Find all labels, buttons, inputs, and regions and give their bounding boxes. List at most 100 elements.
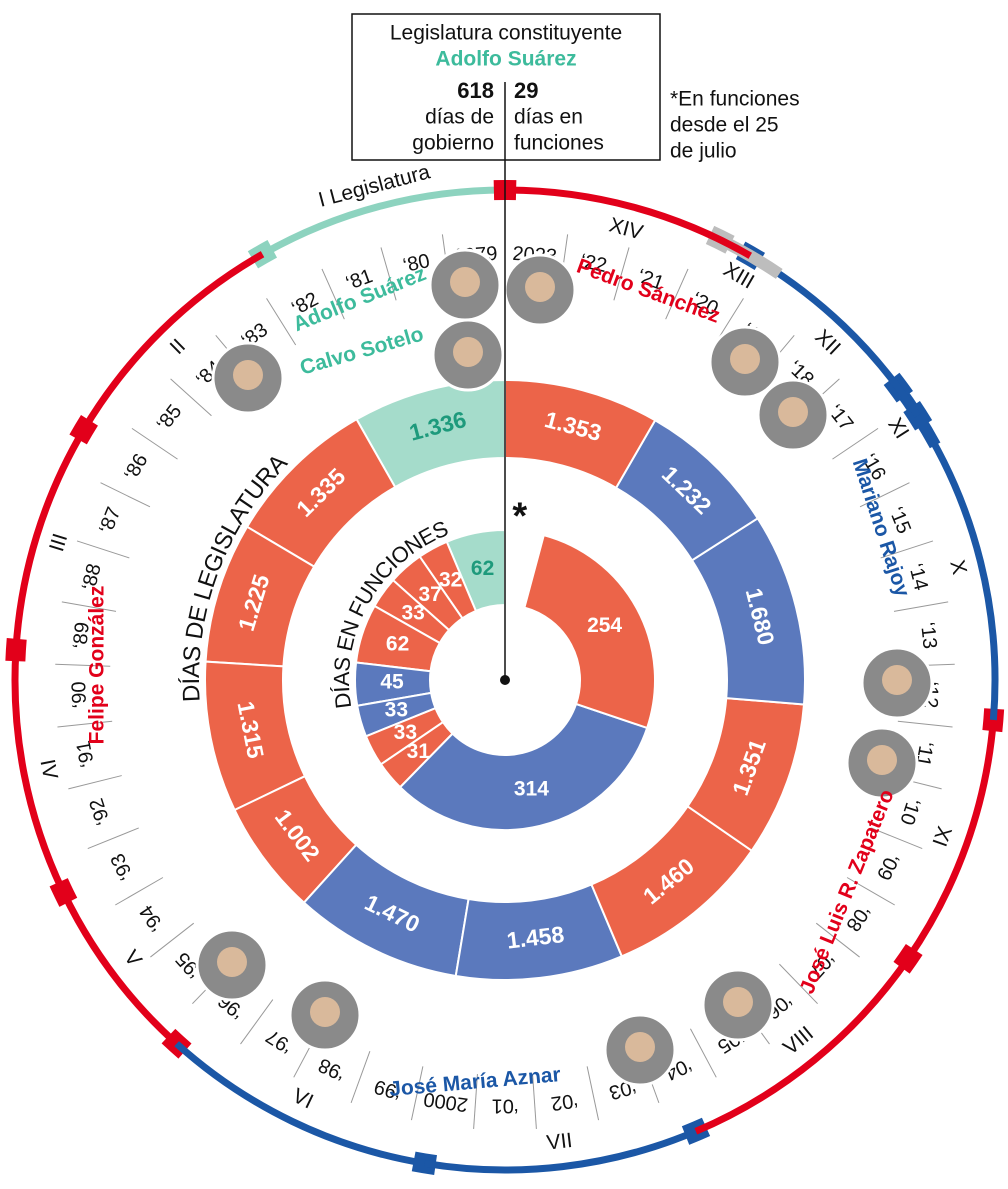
legislature-frame	[694, 956, 911, 1135]
note: de julio	[670, 140, 737, 163]
funciones-segment	[354, 661, 433, 707]
pointer-dot	[500, 675, 510, 685]
legislature-frame	[504, 186, 753, 259]
leader-photo-face	[882, 665, 912, 695]
year-label: ‘97	[262, 1025, 296, 1058]
year-separator	[170, 378, 212, 417]
leader-photo-face	[867, 745, 897, 775]
year-label: ‘10	[895, 795, 924, 827]
gov-text: días de	[425, 106, 494, 129]
year-label: ‘09	[872, 850, 903, 884]
legislature-label: X	[945, 558, 971, 577]
legislature-label: VII	[545, 1129, 573, 1155]
func-days: 29	[514, 78, 538, 103]
days-segment	[614, 418, 760, 562]
year-separator	[150, 922, 195, 958]
legislature-label: II	[166, 335, 190, 360]
note: desde el 25	[670, 114, 779, 137]
legislature-label: IX	[929, 823, 957, 849]
year-separator	[871, 827, 923, 850]
funciones-label: 37	[418, 583, 441, 606]
days-segment	[204, 660, 307, 812]
legislature-label: IV	[35, 757, 61, 781]
box-leader: Adolfo Suárez	[435, 48, 576, 71]
legislature-frame	[80, 251, 265, 432]
funciones-segment	[373, 578, 451, 645]
legislature-label: VIII	[779, 1022, 818, 1060]
funciones-label: 62	[386, 632, 409, 655]
func-text: días en	[514, 106, 583, 129]
year-separator	[240, 999, 274, 1045]
funciones-label: 62	[471, 557, 494, 580]
legislature-frame	[174, 1041, 426, 1167]
year-separator	[61, 601, 117, 612]
funciones-label: 33	[385, 699, 408, 722]
year-separator	[815, 922, 860, 958]
title-box	[351, 13, 661, 161]
year-separator	[115, 877, 164, 906]
funciones-segment	[364, 706, 445, 766]
days-segment	[690, 516, 806, 706]
legislature-frame	[60, 890, 179, 1047]
legislature-frame	[905, 719, 997, 961]
legislature-frame	[260, 186, 506, 258]
year-separator	[779, 963, 818, 1005]
year-separator	[665, 268, 689, 320]
year-separator	[897, 720, 953, 728]
days-segment	[504, 378, 657, 490]
funciones-label: 33	[394, 721, 417, 744]
year-label: ‘02	[549, 1089, 579, 1115]
year-label: ‘91	[73, 739, 99, 769]
funciones-segment	[391, 555, 464, 632]
year-separator	[55, 663, 111, 667]
year-separator	[613, 247, 630, 301]
legislature-frame	[11, 649, 67, 894]
days-segment	[454, 883, 624, 981]
funciones-label: 314	[514, 777, 549, 800]
leader-photo-face	[310, 997, 340, 1027]
leader-name: Felipe González	[86, 586, 109, 745]
year-separator	[76, 540, 130, 559]
year-separator	[586, 1066, 600, 1121]
year-label: ‘87	[95, 504, 125, 537]
leader-photo-face	[450, 267, 480, 297]
year-separator	[321, 268, 345, 320]
year-label: ‘13	[916, 621, 941, 650]
year-label: ‘94	[135, 901, 168, 935]
days-segment	[233, 774, 358, 905]
leader-photo-face	[625, 1032, 655, 1062]
legislature-frame	[914, 414, 999, 721]
leader-photo-face	[778, 397, 808, 427]
year-label: ‘89	[69, 621, 94, 650]
year-separator	[350, 1051, 371, 1104]
year-separator	[87, 827, 139, 850]
funciones-label: 32	[439, 568, 462, 591]
year-separator	[410, 1066, 424, 1121]
year-separator	[532, 1074, 537, 1129]
year-separator	[68, 775, 122, 790]
year-separator	[100, 482, 151, 508]
legislature-label: III	[45, 531, 72, 555]
leader-photo-face	[217, 947, 247, 977]
year-label: ‘90	[68, 681, 91, 708]
leader-name: José Luis R. Zapatero	[796, 786, 899, 997]
year-label: ‘92	[86, 795, 115, 827]
year-separator	[266, 298, 297, 346]
year-label: ‘80	[401, 250, 432, 277]
year-separator	[859, 482, 910, 508]
note: *En funciones	[670, 88, 800, 111]
year-separator	[473, 1074, 478, 1129]
func-text: funciones	[514, 132, 604, 155]
funciones-segment	[354, 604, 442, 673]
funciones-segment	[379, 720, 454, 789]
year-separator	[131, 427, 178, 460]
funciones-label: 254	[587, 614, 622, 637]
year-separator	[846, 877, 895, 906]
gov-text: gobierno	[412, 132, 494, 155]
year-separator	[832, 427, 879, 460]
days-segment	[590, 804, 754, 958]
radial-chart: 1979‘80‘81‘82‘83‘84‘85‘86‘87‘88‘89‘90‘91…	[5, 82, 1005, 1175]
leader-name: José María Aznar	[388, 1063, 561, 1101]
year-label: ‘93	[107, 850, 138, 884]
